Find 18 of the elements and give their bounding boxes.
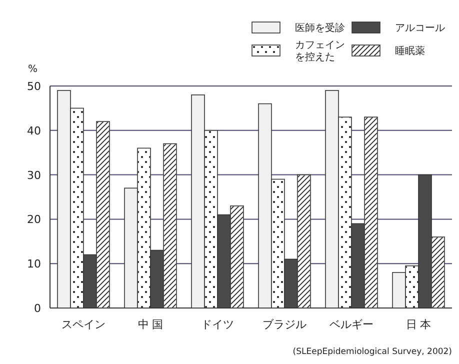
x-tick-label: ドイツ	[201, 318, 234, 331]
x-tick-label: 日 本	[406, 318, 432, 331]
legend-label: 睡眠薬	[395, 45, 425, 57]
y-tick-label: 10	[27, 258, 41, 271]
y-tick-label: 20	[27, 213, 41, 226]
text: (SLEepEpidemiological Survey, 2002)	[292, 347, 452, 357]
y-tick-label: 40	[27, 124, 41, 138]
y-axis-title: %	[28, 64, 38, 75]
legend-label: 医師を受診	[295, 22, 345, 34]
x-tick-label: ベルギー	[330, 318, 374, 331]
x-tick-label: スペイン	[62, 318, 106, 331]
y-tick-label: 50	[27, 80, 41, 93]
x-tick-label: 中 国	[138, 318, 164, 331]
y-tick-label: 30	[27, 168, 41, 182]
legend-label: カフェインを控えた	[295, 40, 345, 63]
legend-label: アルコール	[395, 23, 445, 34]
y-tick-label: 0	[34, 302, 41, 315]
x-tick-label: ブラジル	[262, 318, 306, 331]
